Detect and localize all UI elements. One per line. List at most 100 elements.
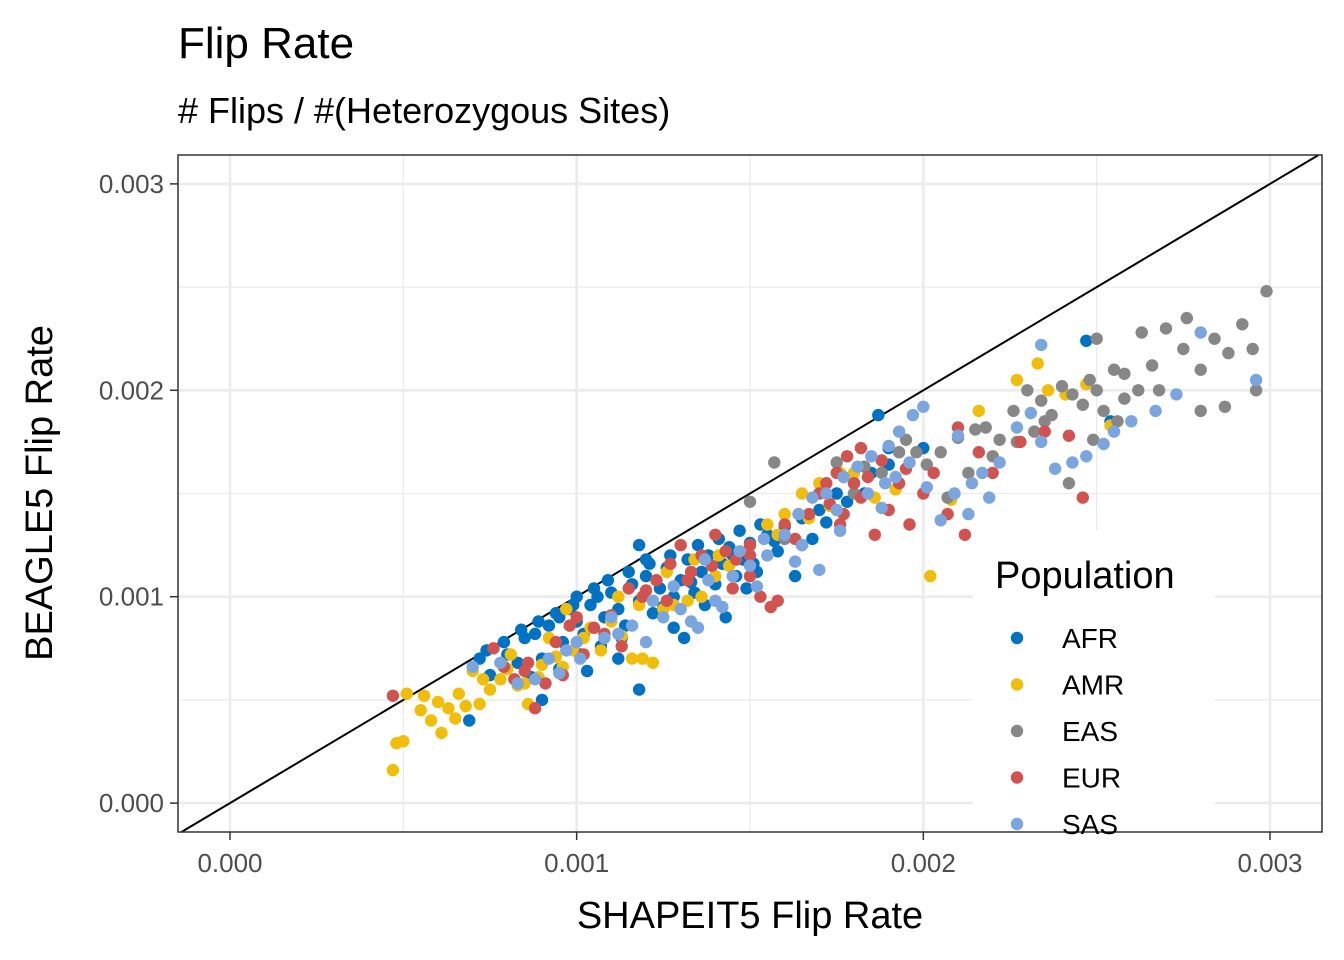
legend-label-sas: SAS [1062, 809, 1118, 840]
point-sas [733, 545, 746, 558]
point-eas [1076, 398, 1090, 411]
point-eur [518, 664, 531, 678]
point-eas [830, 456, 843, 469]
point-eas [920, 458, 933, 471]
point-sas [830, 503, 843, 517]
point-sas [875, 501, 888, 515]
point-sas [879, 477, 892, 490]
point-eur [587, 621, 601, 634]
point-amr [1041, 384, 1055, 397]
point-eur [1062, 429, 1076, 442]
point-eur [615, 640, 628, 653]
point-sas [494, 656, 507, 669]
point-sas [1024, 406, 1038, 420]
point-afr [639, 569, 653, 583]
point-eas [1145, 359, 1159, 372]
point-sas [851, 460, 864, 473]
point-eur [840, 450, 854, 463]
point-eas [1246, 342, 1259, 356]
point-afr [549, 607, 563, 620]
point-sas [560, 644, 573, 657]
point-sas [542, 652, 556, 665]
point-eur [1038, 425, 1051, 438]
point-afr [511, 656, 524, 669]
point-amr [972, 404, 985, 418]
point-eur [386, 689, 400, 702]
legend-title: Population [995, 555, 1175, 597]
point-sas [702, 574, 715, 587]
point-eas [1218, 400, 1232, 413]
x-tick-label: 0.003 [1237, 848, 1302, 878]
point-sas [983, 491, 996, 504]
point-sas [778, 528, 791, 541]
point-afr [677, 631, 691, 645]
point-eas [1159, 322, 1173, 335]
point-afr [820, 516, 833, 529]
point-eur [639, 584, 653, 597]
point-sas [917, 400, 930, 413]
point-eur [674, 538, 687, 552]
point-sas [716, 600, 729, 614]
point-afr [601, 574, 615, 587]
point-sas [892, 425, 906, 438]
point-sas [1097, 437, 1110, 451]
point-eur [854, 441, 868, 455]
point-eas [1007, 404, 1020, 418]
point-sas [861, 487, 875, 500]
point-sas [761, 549, 774, 562]
x-axis-title: SHAPEIT5 Flip Rate [577, 895, 923, 937]
point-eas [979, 421, 992, 434]
point-eas [1208, 332, 1221, 345]
point-eur [743, 549, 757, 562]
point-amr [594, 644, 608, 657]
point-eas [1152, 384, 1166, 397]
point-eur [563, 619, 576, 632]
point-amr [494, 673, 507, 686]
point-amr [452, 687, 465, 700]
point-afr [584, 598, 597, 612]
point-sas [667, 580, 680, 593]
point-eur [743, 538, 757, 552]
reference-line [180, 154, 1320, 833]
point-amr [695, 590, 708, 603]
point-eas [1055, 380, 1069, 393]
point-afr [806, 532, 819, 546]
point-amr [386, 763, 400, 777]
point-eur [927, 466, 940, 480]
point-eur [903, 518, 916, 531]
point-eas [1118, 367, 1131, 380]
point-afr [632, 683, 646, 696]
point-eur [726, 582, 739, 595]
point-sas [976, 466, 989, 480]
point-eas [1028, 425, 1041, 438]
point-sas [570, 635, 583, 649]
point-eas [1090, 384, 1103, 397]
point-sas [1066, 456, 1079, 469]
point-eur [802, 507, 816, 521]
plot-panel-border [177, 154, 1323, 833]
point-eas [1107, 363, 1121, 376]
point-sas [646, 594, 660, 607]
point-afr [532, 615, 545, 628]
point-eas [1260, 285, 1273, 298]
point-eur [570, 611, 583, 624]
point-sas [573, 652, 587, 665]
point-eas [934, 446, 947, 459]
point-sas [625, 619, 639, 632]
point-eas [1038, 415, 1051, 428]
point-eas [1035, 394, 1048, 407]
legend-key-eas [1010, 724, 1024, 738]
point-amr [636, 652, 649, 665]
x-axis-tick-labels: 0.000 0.001 0.002 0.003 [197, 848, 1302, 878]
point-eas [1132, 384, 1145, 397]
point-sas [882, 439, 895, 453]
point-sas [792, 507, 805, 521]
point-sas [1010, 421, 1024, 434]
legend: Population AFR AMR EAS EUR SAS [995, 555, 1175, 840]
point-sas [820, 487, 833, 500]
point-afr [612, 652, 625, 665]
point-sas [1125, 415, 1138, 428]
point-afr [788, 569, 802, 583]
point-afr [667, 621, 680, 634]
